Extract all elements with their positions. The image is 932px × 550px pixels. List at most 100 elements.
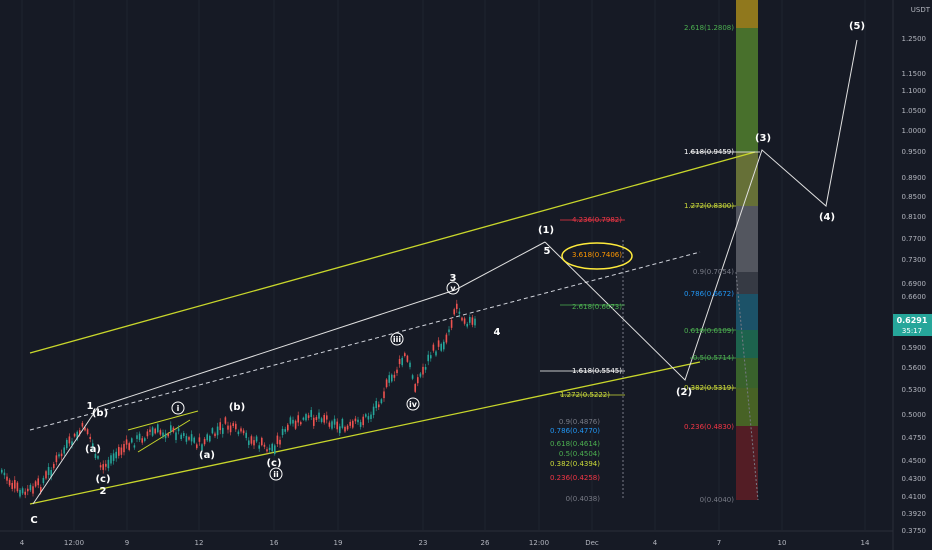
fib-label: 1.272(0.8300) xyxy=(684,202,734,210)
candle-body xyxy=(180,434,182,440)
candle-body xyxy=(3,472,6,476)
candle-body xyxy=(157,424,159,433)
time-axis: 4 12:00 9 12 16 19 23 26 12:00 Dec 4 7 10 14 xyxy=(0,530,893,547)
y-tick-label: 0.4750 xyxy=(902,434,927,442)
candle-body xyxy=(344,426,346,432)
candle-body xyxy=(411,375,414,379)
candle-body xyxy=(294,420,297,429)
candle-body xyxy=(318,412,320,419)
candle-body xyxy=(341,418,344,428)
wave-label: 5 xyxy=(544,246,551,257)
fib-label: 3.618(0.7406) xyxy=(572,251,622,259)
wave-labels: 1(b)(a)(c)2Ci (b)(a)(c)iiiiiivv34(1)5(2)(… xyxy=(30,21,865,526)
candle-body xyxy=(333,418,336,425)
y-tick-label: 1.1500 xyxy=(902,70,927,78)
candle-body xyxy=(162,432,164,437)
candle-body xyxy=(55,455,58,463)
y-tick-label: 0.5900 xyxy=(902,344,927,352)
fib-label: 0(0.4040) xyxy=(700,496,735,504)
wave-label-circle xyxy=(269,467,283,481)
candle-body xyxy=(401,357,403,366)
candle-body xyxy=(357,419,359,423)
candle-body xyxy=(274,445,276,454)
candle-body xyxy=(138,433,141,440)
x-tick-label: 4 xyxy=(653,539,658,547)
candle-body xyxy=(232,423,234,427)
candle-body xyxy=(167,433,169,437)
candle-body xyxy=(398,359,401,365)
x-tick-label: 9 xyxy=(125,539,129,547)
fib-label: 0.236(0.4830) xyxy=(684,423,734,431)
candle-body xyxy=(216,426,219,436)
candle-body xyxy=(118,446,120,456)
candle-body xyxy=(474,318,476,326)
fib-label: 0.9(0.4876) xyxy=(559,418,600,426)
candle-body xyxy=(279,439,281,445)
x-tick-label: Dec xyxy=(585,539,599,547)
candle-body xyxy=(385,379,388,388)
candle-body xyxy=(307,415,310,418)
candle-body xyxy=(21,488,24,494)
candle-body xyxy=(214,433,216,437)
candle-body xyxy=(276,435,279,444)
y-tick-label: 0.6600 xyxy=(902,293,927,301)
candle-body xyxy=(427,354,429,362)
wave-label-circle xyxy=(446,281,460,295)
candle-body xyxy=(81,422,84,427)
y-tick-label: 0.8100 xyxy=(902,213,927,221)
y-tick-label: 0.5000 xyxy=(902,411,927,419)
candle-body xyxy=(50,470,52,478)
candle-body xyxy=(339,426,341,434)
fib-label: 0.618(0.6109) xyxy=(684,327,734,335)
candle-body xyxy=(159,430,162,435)
fib-label: 0.9(0.7054) xyxy=(693,268,734,276)
candle-body xyxy=(8,479,11,486)
wave-label: 2 xyxy=(100,486,107,497)
candle-body xyxy=(29,484,32,491)
candle-body xyxy=(6,476,8,481)
price-tag-countdown: 35:17 xyxy=(902,327,922,335)
candle-body xyxy=(393,374,396,378)
fib-label: 0(0.4038) xyxy=(566,495,601,503)
candle-body xyxy=(32,486,34,494)
candle-body xyxy=(219,422,221,431)
y-tick-label: 1.2500 xyxy=(902,35,927,43)
candle-body xyxy=(440,343,442,351)
fib-label: 4.236(0.7982) xyxy=(572,216,622,224)
candle-body xyxy=(292,419,294,424)
candle-body xyxy=(68,436,71,444)
candle-body xyxy=(227,425,229,430)
wave-label: 3 xyxy=(450,273,457,284)
candle-body xyxy=(323,414,325,423)
wave-label-circle xyxy=(390,332,404,346)
candle-body xyxy=(112,453,115,461)
candle-body xyxy=(461,317,463,321)
candle-body xyxy=(177,428,180,432)
candle-body xyxy=(424,367,427,370)
candle-body xyxy=(453,309,455,315)
wave-label: (c) xyxy=(95,474,110,485)
y-tick-label: 0.4300 xyxy=(902,475,927,483)
candle-body xyxy=(383,391,385,399)
candle-body xyxy=(164,433,167,439)
price-tag xyxy=(893,314,932,336)
fib-label: 0.786(0.6672) xyxy=(684,290,734,298)
candlesticks xyxy=(1,299,476,499)
candle-body xyxy=(94,454,97,458)
candle-body xyxy=(245,432,247,438)
candle-body xyxy=(365,414,367,417)
y-tick-label: 0.8500 xyxy=(902,193,927,201)
candle-body xyxy=(224,417,227,424)
candle-body xyxy=(422,366,424,375)
candle-body xyxy=(375,400,377,409)
wave-label: (b) xyxy=(229,402,245,413)
fib-zone-2 xyxy=(736,0,758,500)
candle-body xyxy=(84,427,86,431)
candle-body xyxy=(297,415,299,423)
price-tag-value: 0.6291 xyxy=(897,316,928,325)
wave-label: iv xyxy=(409,400,418,409)
candle-body xyxy=(448,329,450,333)
candle-body xyxy=(435,351,437,356)
candle-body xyxy=(89,436,91,440)
